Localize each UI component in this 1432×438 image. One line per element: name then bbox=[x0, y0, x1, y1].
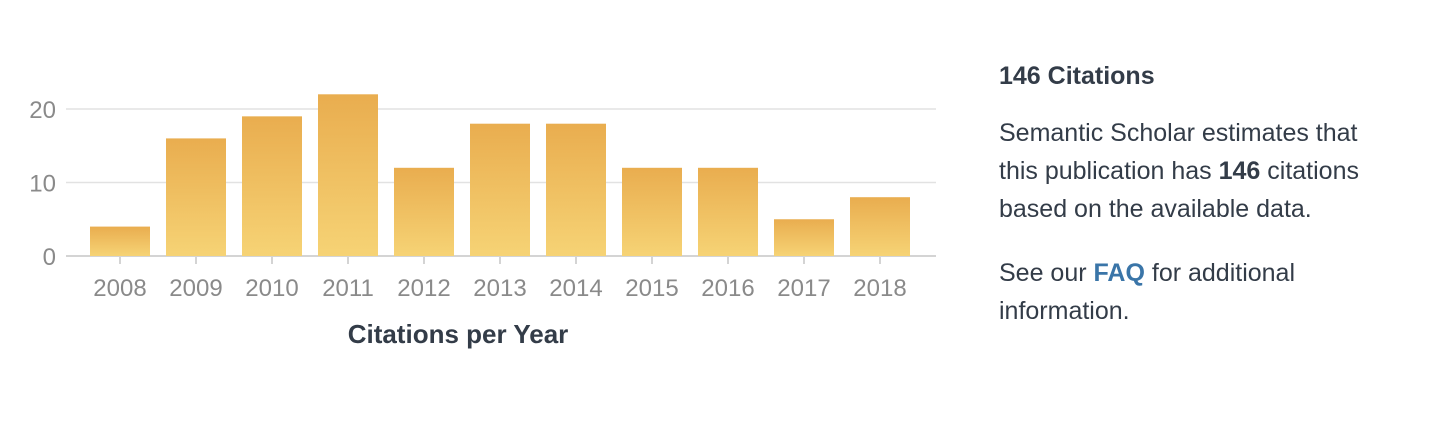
x-axis-label: Citations per Year bbox=[348, 319, 569, 349]
x-tick-label: 2014 bbox=[549, 275, 602, 302]
bar-2017 bbox=[774, 219, 834, 256]
y-tick-label: 10 bbox=[29, 171, 56, 198]
citations-description: Semantic Scholar estimates that this pub… bbox=[999, 114, 1399, 228]
y-tick-label: 0 bbox=[43, 244, 56, 271]
bar-2008 bbox=[90, 226, 150, 256]
bars bbox=[90, 94, 910, 256]
description-text-end: citations based on the available data. bbox=[999, 157, 1359, 223]
description-text-start: Semantic Scholar estimates that this pub… bbox=[999, 119, 1358, 185]
y-axis-ticks: 0 10 20 bbox=[29, 97, 56, 271]
bar-2009 bbox=[166, 138, 226, 256]
x-tick-label: 2013 bbox=[473, 275, 526, 302]
faq-text-end: for additional information. bbox=[999, 259, 1296, 325]
citations-chart: 0 10 20 2008 2009 2010 2011 2012 2013 2014 2015 20… bbox=[29, 94, 936, 349]
x-tick-label: 2018 bbox=[853, 275, 906, 302]
y-tick-label: 20 bbox=[29, 97, 56, 124]
citations-info-panel: 146 Citations Semantic Scholar estimates… bbox=[999, 58, 1399, 330]
citations-count-bold: 146 bbox=[1218, 157, 1261, 185]
bar-2015 bbox=[622, 167, 682, 256]
bar-2012 bbox=[394, 167, 454, 256]
x-tick-label: 2008 bbox=[93, 275, 146, 302]
x-tick-label: 2015 bbox=[625, 275, 678, 302]
faq-link[interactable]: FAQ bbox=[1093, 259, 1145, 287]
citations-count-heading: 146 Citations bbox=[999, 62, 1155, 90]
x-tick-label: 2017 bbox=[777, 275, 830, 302]
faq-text-start: See our bbox=[999, 259, 1094, 287]
x-tick-label: 2012 bbox=[397, 275, 450, 302]
bar-2018 bbox=[850, 197, 910, 256]
x-tick-label: 2016 bbox=[701, 275, 754, 302]
faq-sentence: See our FAQ for additional information. bbox=[999, 254, 1399, 330]
bar-2013 bbox=[470, 123, 530, 256]
x-axis-ticks: 2008 2009 2010 2011 2012 2013 2014 2015 2016 2017… bbox=[93, 256, 907, 302]
bar-2014 bbox=[546, 123, 606, 256]
bar-2016 bbox=[698, 167, 758, 256]
bar-2010 bbox=[242, 116, 302, 256]
x-tick-label: 2009 bbox=[169, 275, 222, 302]
x-tick-label: 2010 bbox=[245, 275, 298, 302]
bar-2011 bbox=[318, 94, 378, 256]
x-tick-label: 2011 bbox=[322, 275, 374, 302]
